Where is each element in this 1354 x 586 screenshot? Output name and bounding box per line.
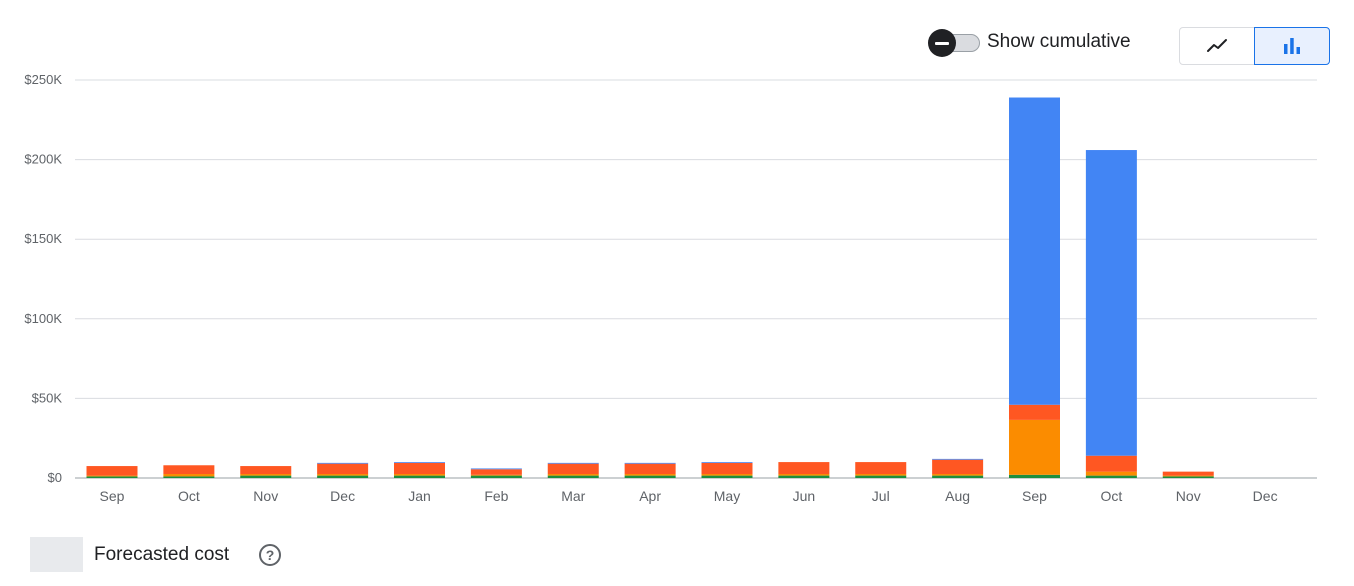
x-tick-label: Nov — [253, 488, 278, 504]
x-tick-label: Mar — [561, 488, 585, 504]
cumulative-label: Show cumulative — [987, 31, 1131, 52]
y-tick-label: $200K — [24, 152, 62, 167]
bar-segment — [1085, 475, 1137, 478]
bar-segment — [470, 475, 522, 478]
bar-segment — [547, 462, 599, 464]
x-tick-label: Jul — [872, 488, 890, 504]
bar-segment — [317, 474, 369, 476]
chart-toolbar: Show cumulative — [0, 0, 1354, 70]
x-tick-label: Sep — [1022, 488, 1047, 504]
bar-segment — [1009, 97, 1060, 405]
line-chart-button[interactable] — [1179, 27, 1255, 65]
x-tick-label: Dec — [330, 488, 355, 504]
bar-segment — [317, 463, 369, 475]
bar-segment — [317, 475, 369, 478]
bar-segment — [86, 466, 138, 476]
bar-segment — [701, 475, 753, 478]
x-tick-label: Aug — [945, 488, 970, 504]
bar-segment — [701, 474, 753, 476]
y-tick-label: $50K — [32, 390, 63, 405]
bar-segment — [1162, 471, 1214, 476]
bar-segment — [855, 462, 907, 475]
bars — [86, 97, 1214, 478]
bar-segment — [394, 475, 445, 478]
bar-segment — [932, 459, 984, 475]
x-tick-label: Oct — [1100, 488, 1122, 504]
bar-segment — [163, 465, 215, 475]
bar-segment — [778, 475, 830, 478]
bar-segment — [701, 462, 753, 463]
bar-segment — [624, 462, 676, 464]
x-axis-labels: Sep Oct Nov Dec Jan Feb Mar Apr May Jun Jul Aug Sep O… — [100, 488, 1278, 504]
bar-segment — [163, 476, 215, 478]
x-tick-label: Dec — [1253, 488, 1278, 504]
x-tick-label: Oct — [178, 488, 200, 504]
help-circle-icon[interactable]: ? — [259, 544, 281, 566]
bar-segment — [470, 469, 522, 475]
cumulative-toggle[interactable] — [928, 29, 982, 57]
x-tick-label: Apr — [639, 488, 661, 504]
x-tick-label: Nov — [1176, 488, 1201, 504]
forecast-label: Forecasted cost — [94, 544, 230, 565]
bar-chart-icon — [1284, 38, 1300, 54]
y-tick-label: $0 — [48, 470, 62, 485]
bar-segment — [1085, 471, 1137, 476]
x-tick-label: Feb — [484, 488, 508, 504]
x-tick-label: Sep — [100, 488, 125, 504]
bar-segment — [240, 475, 292, 478]
bar-segment — [240, 474, 292, 476]
bar-segment — [547, 475, 599, 478]
y-tick-label: $100K — [24, 311, 62, 326]
bar-segment — [701, 462, 753, 475]
bar-segment — [778, 462, 830, 475]
bar-segment — [624, 474, 676, 476]
bar-segment — [932, 474, 984, 476]
bar-segment — [1085, 150, 1137, 456]
bar-segment — [86, 476, 138, 478]
bar-segment — [1162, 475, 1214, 477]
bar-segment — [240, 466, 292, 475]
line-chart-icon — [1207, 39, 1227, 52]
bar-segment — [1162, 476, 1214, 478]
bar-segment — [86, 475, 138, 477]
bar-segment — [1009, 474, 1060, 478]
bar-segment — [394, 462, 445, 475]
bar-segment — [1085, 455, 1137, 472]
bar-chart-button[interactable] — [1254, 27, 1330, 65]
y-tick-label: $150K — [24, 231, 62, 246]
bar-segment — [547, 474, 599, 476]
minus-icon — [935, 42, 949, 45]
bar-segment — [317, 462, 369, 464]
bar-segment — [394, 462, 445, 463]
bar-segment — [855, 474, 907, 476]
x-tick-label: Jan — [408, 488, 431, 504]
bar-segment — [1009, 419, 1060, 475]
x-tick-label: May — [714, 488, 740, 504]
bar-segment — [778, 474, 830, 476]
chart-type-selector — [1179, 27, 1330, 65]
bar-segment — [547, 463, 599, 475]
y-axis-labels: $0 $50K $100K $150K $200K $250K — [24, 72, 62, 485]
bar-segment — [624, 463, 676, 475]
bar-segment — [470, 468, 522, 470]
bar-segment — [624, 475, 676, 478]
y-tick-label: $250K — [24, 72, 62, 87]
forecast-swatch — [30, 537, 83, 572]
bar-segment — [932, 458, 984, 460]
bar-segment — [163, 474, 215, 477]
bar-segment — [470, 474, 522, 476]
bar-segment — [1009, 404, 1060, 420]
x-tick-label: Jun — [793, 488, 816, 504]
bar-segment — [932, 475, 984, 478]
bar-segment — [394, 474, 445, 476]
bar-segment — [855, 475, 907, 478]
toggle-knob — [928, 29, 956, 57]
